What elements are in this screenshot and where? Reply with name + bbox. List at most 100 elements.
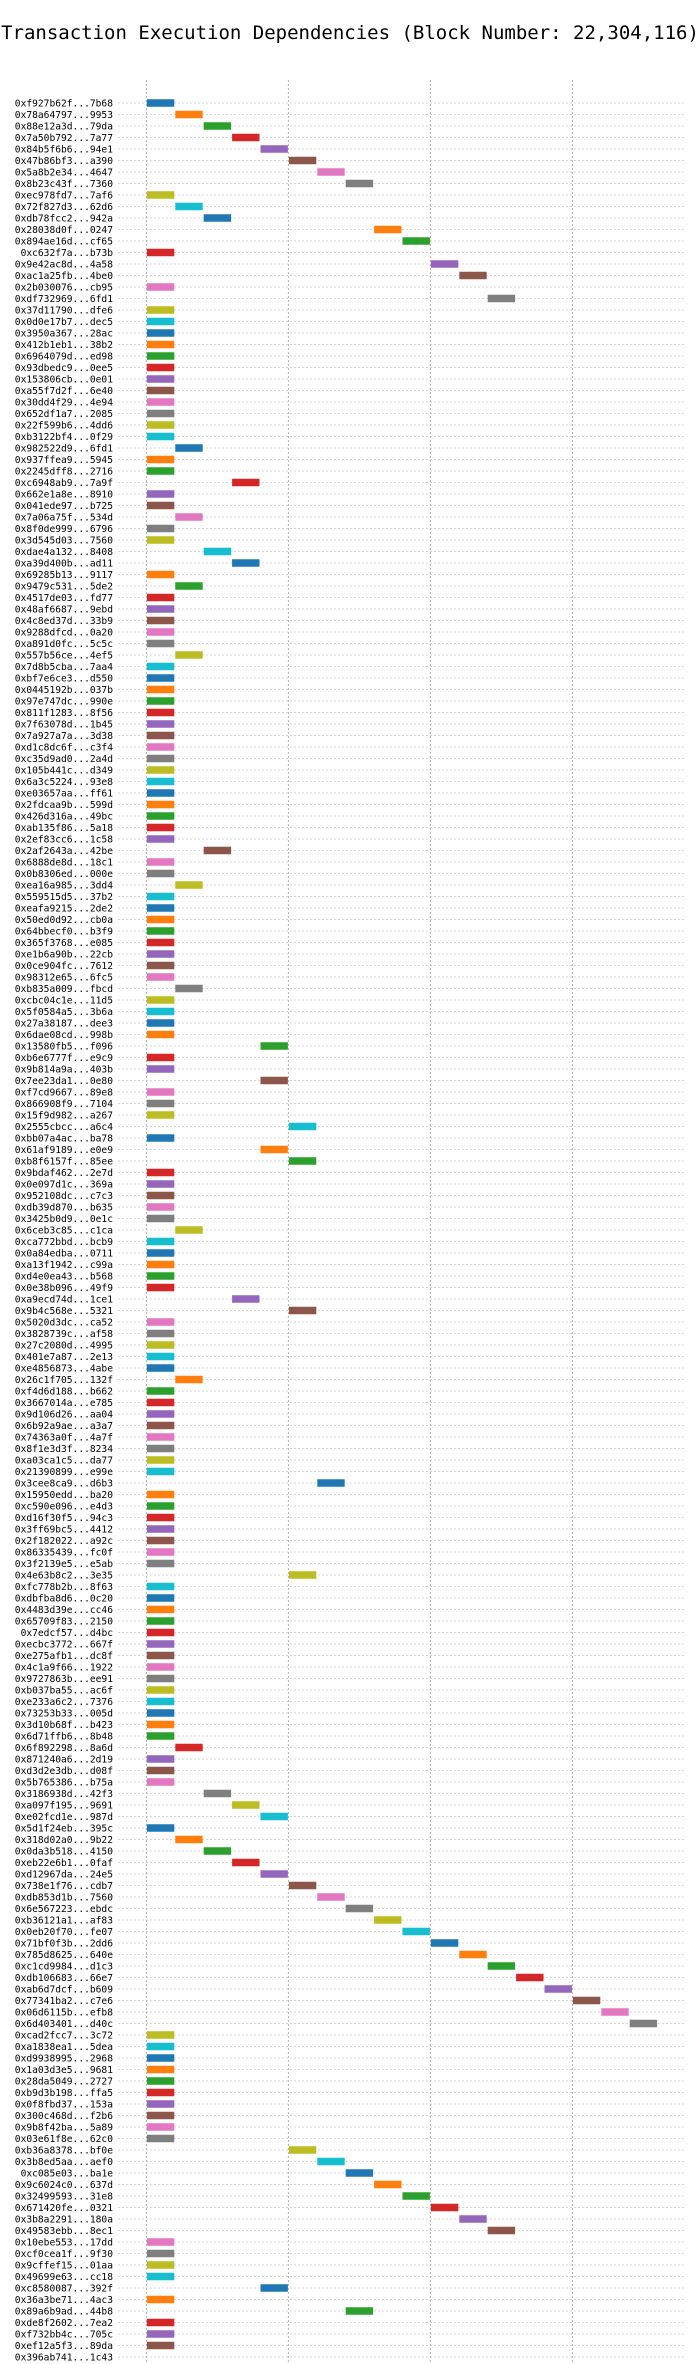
transaction-label: 0x28038d0f...0247 (15, 225, 113, 236)
transaction-label: 0x71bf0f3b...2dd6 (15, 1938, 113, 1949)
transaction-bar (146, 329, 175, 337)
transaction-bar (146, 812, 175, 820)
transaction-label: 0xb36121a1...af83 (15, 1915, 113, 1926)
transaction-label: 0x3828739c...af58 (15, 1329, 113, 1340)
transaction-bar (459, 271, 487, 280)
transaction-bar (146, 1099, 175, 1108)
transaction-label: 0x153806cb...0e01 (15, 374, 113, 385)
transaction-label: 0xd9938995...2968 (15, 2053, 113, 2064)
transaction-label: 0x6a3c5224...93e8 (15, 777, 113, 788)
transaction-bar (288, 1157, 317, 1165)
transaction-bar (146, 1778, 175, 1786)
transaction-label: 0x74363a0f...4a7f (15, 1432, 113, 1443)
transaction-bar (146, 720, 175, 728)
transaction-label: 0x671420fe...0321 (15, 2203, 113, 2214)
transaction-label: 0x9c6024c0...637d (15, 2180, 113, 2191)
transaction-bar (146, 2111, 175, 2120)
transaction-bar (146, 1640, 175, 1648)
transaction-bar (146, 927, 175, 935)
transaction-label: 0xdf732969...6fd1 (15, 294, 113, 305)
transaction-label: 0x952108dc...c7c3 (15, 1191, 113, 1202)
transaction-label: 0xf7cd9667...89e8 (15, 1087, 113, 1098)
transaction-label: 0xd16f30f5...94c3 (15, 1513, 113, 1524)
transaction-label: 0x3cee8ca9...d6b3 (15, 1478, 113, 1489)
transaction-bar (146, 1341, 175, 1349)
transaction-bar (146, 524, 175, 533)
transaction-label: 0x426d316a...49bc (15, 811, 113, 822)
transaction-bar (203, 1847, 232, 1855)
transaction-label: 0xc8580087...392f (15, 2283, 113, 2294)
transaction-label: 0x1a03d3e5...9681 (15, 2065, 113, 2076)
transaction-label: 0x7f63078d...1b45 (15, 719, 113, 730)
transaction-bar (146, 467, 175, 475)
transaction-bar (203, 214, 232, 222)
transaction-bar (146, 731, 175, 740)
transaction-label: 0x86335439...fc0f (15, 1547, 113, 1558)
transaction-label: 0xa1838ea1...5dea (15, 2042, 113, 2053)
transaction-label: 0xea16a985...3dd4 (15, 880, 113, 891)
transaction-label: 0xc590e096...e4d3 (15, 1501, 113, 1512)
transaction-label: 0x2ef83cc6...1c58 (15, 834, 113, 845)
transaction-label: 0x3b8a2291...180a (15, 2214, 113, 2225)
transaction-label: 0x557b56ce...4ef5 (15, 650, 113, 661)
transaction-label: 0xe03657aa...ff61 (15, 788, 113, 799)
transaction-bar (146, 1456, 175, 1464)
transaction-bar (146, 490, 175, 498)
transaction-label: 0xeafa9215...2de2 (15, 903, 113, 914)
transaction-label: 0x8f0de999...6796 (15, 524, 113, 535)
transaction-bar (260, 1812, 288, 1821)
transaction-label: 0xbf7e6ce3...d550 (15, 673, 113, 684)
transaction-label: 0x9e42ac8d...4a58 (15, 259, 113, 270)
transaction-bar (146, 1180, 175, 1188)
transaction-label: 0x36a3be71...4ac3 (15, 2295, 113, 2306)
transaction-label: 0xb3122bf4...0f29 (15, 432, 113, 443)
transaction-label: 0x30dd4f29...4e94 (15, 397, 113, 408)
transaction-bar (146, 570, 175, 579)
transaction-label: 0x866908f9...7104 (15, 1099, 113, 1110)
transaction-bar (146, 1272, 175, 1280)
transaction-bar (402, 1927, 430, 1936)
transaction-bar (146, 1203, 175, 1211)
transaction-label: 0x894ae16d...cf65 (15, 236, 113, 247)
transaction-label: 0xcbc04c1e...11d5 (15, 995, 113, 1006)
transaction-label: 0xa9ecd74d...1ce1 (15, 1294, 113, 1305)
transaction-label: 0xec978fd7...7af6 (15, 190, 113, 201)
transaction-label: 0xfc778b2b...8f63 (15, 1582, 113, 1593)
transaction-bar (146, 1548, 175, 1556)
transaction-bar (260, 1042, 288, 1050)
transaction-bar (345, 1904, 374, 1913)
transaction-bar (175, 1743, 203, 1752)
transaction-bar (175, 984, 203, 993)
transaction-bar (203, 846, 232, 855)
transaction-bar (146, 2088, 175, 2097)
transaction-label: 0x9727863b...ee91 (15, 1674, 113, 1685)
transaction-bar (345, 179, 374, 188)
transaction-bar (572, 1996, 601, 2005)
transaction-label: 0x88e12a3d...79da (15, 121, 113, 132)
transaction-bar (146, 1502, 175, 1510)
transaction-label: 0xb36a8378...bf0e (15, 2145, 113, 2156)
transaction-bar (146, 536, 175, 544)
transaction-bar (374, 225, 402, 234)
transaction-label: 0x77341ba2...c7e6 (15, 1996, 113, 2007)
transaction-label: 0x365f3768...e085 (15, 938, 113, 949)
transaction-label: 0x652df1a7...2085 (15, 409, 113, 420)
transaction-bar (146, 1582, 175, 1591)
transaction-bar (146, 996, 175, 1004)
transaction-bar (146, 1168, 175, 1177)
transaction-bar (146, 2330, 175, 2338)
transaction-bar (146, 892, 175, 901)
bar-series (146, 99, 658, 2350)
transaction-label: 0x72f827d3...62d6 (15, 202, 113, 213)
transaction-bar (146, 1318, 175, 1326)
transaction-bar (146, 2054, 175, 2062)
transaction-label: 0xf732bb4c...705c (15, 2329, 113, 2340)
transaction-label: 0xab135f86...5a18 (15, 823, 113, 834)
transaction-label: 0x5b765386...b75a (15, 1777, 113, 1788)
transaction-bar (629, 2019, 658, 2028)
transaction-bar (146, 823, 175, 832)
transaction-bar (232, 1858, 260, 1867)
transaction-bar (317, 2157, 345, 2166)
transaction-label: 0x7edcf57...d4bc (21, 1628, 113, 1639)
